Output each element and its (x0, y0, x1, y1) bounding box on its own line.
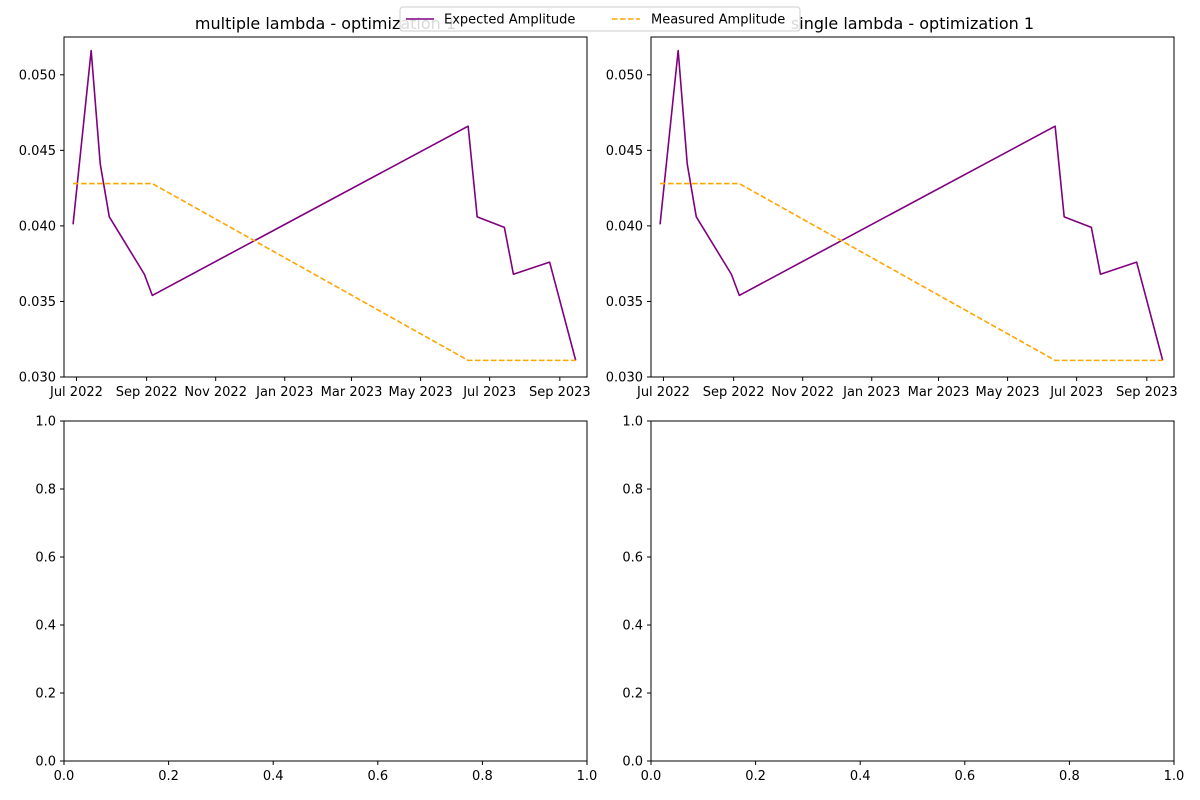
y-tick-label: 0.4 (622, 619, 643, 634)
subplot-top-right: single lambda - optimization 1 Jul 2022 Se… (606, 14, 1178, 400)
y-tick-label: 0.8 (622, 483, 643, 498)
series-line-measured (73, 182, 576, 362)
x-tick-label: 0.0 (641, 769, 662, 784)
x-tick-label: Mar 2023 (321, 385, 383, 400)
x-tick-label: 0.8 (1059, 769, 1080, 784)
subplot-bottom-right: 0.0 0.2 0.4 0.6 0.8 1.0 0.0 0.2 0.4 0.6 0.8 1.0 (622, 415, 1184, 785)
legend-frame (399, 6, 801, 32)
x-tick-label: Sep 2023 (1116, 385, 1178, 400)
x-tick-label: Jul 2023 (1049, 385, 1103, 400)
x-tick-label: 0.0 (54, 769, 75, 784)
y-tick-label: 0.040 (19, 219, 56, 234)
axes-frame (650, 36, 1175, 378)
y-tick-label: 0.8 (35, 483, 56, 498)
x-tick-label: 0.6 (954, 769, 975, 784)
y-tick-label: 0.040 (606, 219, 643, 234)
x-tick-label: Jul 2022 (49, 385, 103, 400)
y-tick-label: 0.2 (622, 687, 643, 702)
x-tick-label: Jan 2023 (255, 385, 313, 400)
x-tick-label: 0.2 (745, 769, 766, 784)
x-tick-label: Nov 2022 (184, 385, 247, 400)
x-tick-label: May 2023 (389, 385, 453, 400)
x-tick-label: Sep 2023 (529, 385, 591, 400)
y-tick-label: 0.0 (622, 755, 643, 770)
y-tick-label: 1.0 (622, 415, 643, 430)
y-tick-label: 0.035 (606, 295, 643, 310)
x-tick-label: Nov 2022 (771, 385, 834, 400)
x-tick-label: 1.0 (577, 769, 598, 784)
axes-frame (63, 36, 588, 378)
y-tick-label: 0.050 (606, 68, 643, 83)
y-tick-label: 0.6 (35, 551, 56, 566)
y-tick-label: 0.030 (19, 371, 56, 386)
x-tick-label: Jul 2023 (462, 385, 516, 400)
x-tick-label: Sep 2022 (116, 385, 178, 400)
x-tick-label: 0.2 (158, 769, 179, 784)
legend-label-expected: Expected Amplitude (444, 13, 575, 28)
legend: Expected Amplitude Measured Amplitude (399, 6, 801, 32)
legend-label-measured: Measured Amplitude (651, 13, 785, 28)
axes-frame (63, 420, 588, 762)
y-tick-label: 0.030 (606, 371, 643, 386)
y-tick-label: 0.6 (622, 551, 643, 566)
x-tick-label: Jan 2023 (842, 385, 900, 400)
series-line-expected (72, 49, 577, 361)
axes-frame (650, 420, 1175, 762)
y-tick-label: 0.045 (19, 144, 56, 159)
y-tick-label: 0.4 (35, 619, 56, 634)
x-tick-label: 0.8 (472, 769, 493, 784)
x-tick-label: 1.0 (1164, 769, 1185, 784)
x-tick-label: Sep 2022 (703, 385, 765, 400)
x-tick-label: Mar 2023 (908, 385, 970, 400)
chart-title: single lambda - optimization 1 (791, 14, 1034, 33)
series-line-measured (660, 182, 1163, 362)
y-tick-label: 0.035 (19, 295, 56, 310)
y-tick-label: 1.0 (35, 415, 56, 430)
y-tick-label: 0.0 (35, 755, 56, 770)
x-tick-label: 0.6 (367, 769, 388, 784)
subplot-bottom-left: 0.0 0.2 0.4 0.6 0.8 1.0 0.0 0.2 0.4 0.6 0.8 1.0 (35, 415, 597, 785)
subplot-top-left: multiple lambda - optimization 1 Jul 2022… (19, 14, 591, 400)
x-tick-label: 0.4 (263, 769, 284, 784)
x-tick-label: 0.4 (850, 769, 871, 784)
x-tick-label: Jul 2022 (636, 385, 690, 400)
series-line-expected (659, 49, 1164, 361)
x-tick-label: May 2023 (976, 385, 1040, 400)
y-tick-label: 0.2 (35, 687, 56, 702)
chart-title: multiple lambda - optimization 1 (195, 14, 456, 33)
y-tick-label: 0.050 (19, 68, 56, 83)
y-tick-label: 0.045 (606, 144, 643, 159)
